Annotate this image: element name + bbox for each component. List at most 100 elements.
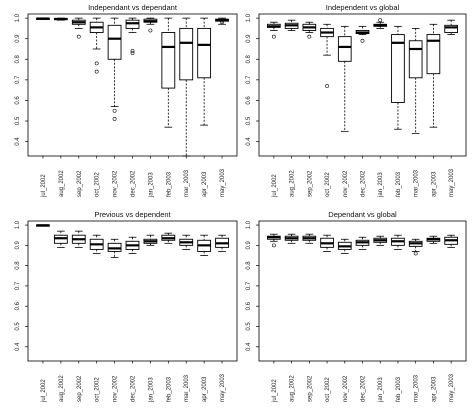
box-iqr xyxy=(426,34,441,75)
y-tick-label: 0.5 xyxy=(15,322,21,331)
x-category-label: sep_2002 xyxy=(307,170,313,197)
x-category-label: may_2003 xyxy=(449,168,455,197)
box-nov_2002 xyxy=(337,25,352,132)
outlier-point xyxy=(360,38,365,43)
y-tick-label: 1.0 xyxy=(246,13,252,22)
box-may_2003 xyxy=(215,234,229,252)
x-category-label: may_2003 xyxy=(220,168,226,197)
outlier-point xyxy=(148,28,153,33)
y-tick-label: 0.4 xyxy=(246,137,252,146)
outlier-point xyxy=(413,251,418,256)
y-tick-label: 0.5 xyxy=(246,322,252,331)
x-category-label: feb_2003 xyxy=(166,171,172,197)
y-tick-label: 0.9 xyxy=(246,241,252,250)
y-tick-label: 0.6 xyxy=(246,96,252,105)
outlier-point xyxy=(94,69,99,74)
y-tick-label: 1.0 xyxy=(15,13,21,22)
box-sep_2002 xyxy=(71,17,86,39)
y-tick-label: 0.8 xyxy=(15,261,21,270)
panel-title: Dependant vs global xyxy=(328,210,397,219)
box-feb_2003 xyxy=(391,234,405,250)
box-may_2003 xyxy=(215,17,229,25)
y-tick-label: 0.4 xyxy=(15,137,21,146)
outlier-point xyxy=(271,34,276,39)
panel-title: Independant vs dependant xyxy=(88,3,178,12)
box-iqr xyxy=(179,27,194,81)
x-category-label: mar_2003 xyxy=(414,169,420,197)
box-feb_2003 xyxy=(391,25,405,130)
x-category-label: aug_2002 xyxy=(59,375,65,402)
outlier-point xyxy=(220,20,224,25)
box-jan_2003 xyxy=(143,234,158,246)
y-tick-label: 0.9 xyxy=(15,34,21,43)
box-iqr xyxy=(161,32,176,89)
panel-dependant-vs-global: Dependant vs global 0.4 0.5 0.6 0.7 0.8 0.9 1.0… xyxy=(246,210,467,403)
x-category-label: dec_2002 xyxy=(361,170,367,197)
x-category-label: sep_2002 xyxy=(77,375,83,402)
x-category-label: nov_2002 xyxy=(343,375,349,402)
x-category-label: jan_2003 xyxy=(148,172,154,198)
outlier-point xyxy=(325,84,329,88)
box-feb_2003 xyxy=(161,232,176,244)
y-tick-label: 0.7 xyxy=(15,281,21,290)
y-tick-label: 0.9 xyxy=(15,241,21,250)
x-category-label: aug_2002 xyxy=(59,170,65,197)
box-apr_2003 xyxy=(197,17,212,126)
x-category-label: jul_2002 xyxy=(41,379,47,403)
y-tick-label: 0.7 xyxy=(246,75,252,84)
x-category-label: apr_2003 xyxy=(202,171,208,197)
box-oct_2002 xyxy=(320,234,334,252)
box-apr_2003 xyxy=(426,235,441,244)
x-category-label: jul_2002 xyxy=(272,174,278,198)
box-iqr xyxy=(391,34,405,103)
box-oct_2002 xyxy=(89,17,104,74)
box-aug_2002 xyxy=(284,233,299,244)
panel-title: Previous vs dependent xyxy=(94,210,171,219)
x-category-label: feb_2003 xyxy=(396,171,402,197)
box-nov_2002 xyxy=(337,238,352,254)
x-category-label: sep_2002 xyxy=(307,375,313,402)
x-category-label: jan_2003 xyxy=(148,377,154,403)
outlier-point xyxy=(271,243,276,248)
y-tick-label: 0.6 xyxy=(15,96,21,105)
y-tick-label: 0.4 xyxy=(246,342,252,351)
box-may_2003 xyxy=(444,19,458,35)
x-category-label: sep_2002 xyxy=(77,170,83,197)
x-category-label: dec_2002 xyxy=(361,375,367,402)
box-sep_2002 xyxy=(302,233,317,244)
x-category-label: oct_2002 xyxy=(95,377,101,402)
y-tick-label: 0.4 xyxy=(15,342,21,351)
box-iqr xyxy=(337,36,352,62)
box-iqr xyxy=(197,27,212,79)
x-category-label: may_2003 xyxy=(220,373,226,402)
box-jul_2002 xyxy=(267,21,281,39)
panel-independent-vs-global: Independent vs global 0.4 0.5 0.6 0.7 0.8 0.9 1… xyxy=(246,3,467,198)
y-tick-label: 1.0 xyxy=(246,220,252,229)
y-tick-label: 1.0 xyxy=(15,220,21,229)
x-category-label: apr_2003 xyxy=(202,376,208,402)
x-category-label: apr_2003 xyxy=(431,376,437,402)
outlier-point xyxy=(307,34,312,39)
x-category-label: nov_2002 xyxy=(343,170,349,197)
y-tick-label: 0.5 xyxy=(15,116,21,125)
box-apr_2003 xyxy=(197,234,212,256)
outlier-point xyxy=(378,18,383,23)
x-category-label: oct_2002 xyxy=(325,172,331,197)
y-tick-label: 0.5 xyxy=(246,116,252,125)
box-jan_2003 xyxy=(373,235,388,246)
panel-title: Independent vs global xyxy=(326,3,400,12)
box-dec_2002 xyxy=(125,17,140,56)
outlier-point xyxy=(112,108,117,113)
x-category-label: dec_2002 xyxy=(131,375,137,402)
outlier-point xyxy=(76,34,81,39)
x-category-label: feb_2003 xyxy=(166,376,172,402)
box-jul_2002 xyxy=(36,17,50,20)
box-mar_2003 xyxy=(179,234,194,250)
box-aug_2002 xyxy=(53,230,68,248)
x-category-label: jan_2003 xyxy=(378,172,384,198)
y-tick-label: 0.7 xyxy=(246,281,252,290)
box-nov_2002 xyxy=(107,17,122,121)
y-tick-label: 0.8 xyxy=(246,261,252,270)
x-category-label: aug_2002 xyxy=(290,375,296,402)
